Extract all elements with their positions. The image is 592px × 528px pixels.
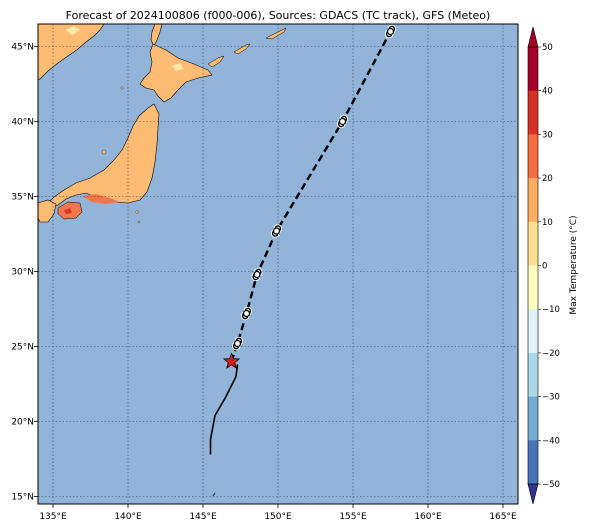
land-hot-spot [64, 208, 72, 214]
tick-label-lat: 35°N [11, 193, 34, 203]
tick-label-lon: 140°E [114, 512, 142, 522]
colorbar: 50 40 30 20 10 0 −10 −20 −30 −40 −50 Max Temperatu… [527, 26, 579, 505]
land-masses [37, 23, 287, 497]
land-hokkaido-warm [172, 63, 184, 71]
colorbar-swatch [528, 47, 538, 92]
gridlines [38, 24, 518, 504]
land-kuril-3 [265, 27, 287, 40]
map-title: Forecast of 2024100806 (f000-006), Sourc… [66, 9, 491, 22]
colorbar-tick-label: −50 [542, 480, 560, 490]
colorbar-tick-label: 20 [542, 174, 553, 184]
land-kuril-1 [207, 55, 225, 68]
colorbar-swatch [528, 265, 538, 310]
cyclone-symbol-icon [385, 24, 396, 39]
colorbar-swatches: 50 40 30 20 10 0 −10 −20 −30 −40 −50 [527, 26, 560, 505]
land-honshu [45, 103, 160, 210]
colorbar-swatch [528, 178, 538, 223]
colorbar-swatch [528, 352, 538, 398]
storm-track [209, 24, 396, 455]
colorbar-tick-label: −30 [542, 393, 560, 403]
tick-label-lat: 20°N [11, 418, 34, 428]
current-position-star-icon [222, 352, 241, 369]
tick-label-lon: 150°E [264, 512, 292, 522]
colorbar-tick-label: 30 [542, 130, 553, 140]
colorbar-swatch [528, 309, 538, 354]
track-past-line [209, 364, 239, 455]
colorbar-extend-max-icon [527, 26, 539, 48]
tick-label-lat: 40°N [11, 118, 34, 128]
tick-label-lon: 155°E [339, 512, 367, 522]
colorbar-label: Max Temperature (°C) [569, 215, 579, 314]
cyclone-symbol-icon [241, 306, 252, 321]
land-hokkaido [139, 43, 213, 103]
colorbar-swatch [528, 90, 538, 135]
land-sakhalin [150, 23, 163, 47]
tick-label-lon: 165°E [489, 512, 517, 522]
colorbar-tick-label: −40 [542, 436, 560, 446]
land-izu-2 [137, 220, 141, 224]
tick-label-lon: 145°E [189, 512, 217, 522]
cyclone-symbol-icon [271, 224, 282, 238]
map-panel: 135°E 140°E 145°E 150°E 155°E 160°E 165°E 15°N 2… [11, 23, 519, 523]
cyclone-symbol-icon [251, 267, 263, 282]
colorbar-swatch [528, 134, 538, 179]
colorbar-tick-label: 50 [542, 43, 553, 53]
colorbar-swatch [528, 440, 538, 485]
colorbar-extend-min-icon [527, 483, 539, 505]
cyclone-symbol-icon [337, 114, 348, 129]
colorbar-tick-label: −10 [542, 305, 560, 315]
tick-label-lat: 15°N [11, 493, 34, 503]
land-izu-1 [135, 210, 139, 214]
colorbar-tick-label: −20 [542, 349, 560, 359]
tick-label-lat: 25°N [11, 343, 34, 353]
land-tiny-south [212, 492, 216, 497]
colorbar-tick-label: 10 [542, 218, 553, 228]
cyclone-symbol-icon [232, 336, 243, 351]
colorbar-tick-label: 40 [542, 87, 553, 97]
land-sado [101, 149, 107, 155]
colorbar-swatch [528, 221, 538, 266]
tick-label-lat: 45°N [11, 43, 34, 53]
colorbar-tick-label: 0 [542, 262, 547, 272]
tick-label-lon: 160°E [414, 512, 442, 522]
ocean-background [38, 24, 518, 504]
land-oki [120, 86, 124, 90]
colorbar-swatch [528, 396, 538, 441]
land-mainland-asia [37, 23, 105, 81]
tick-label-lat: 30°N [11, 268, 34, 278]
land-warm-patch [66, 26, 80, 35]
tick-label-lon: 135°E [39, 512, 67, 522]
axis-ticks: 135°E 140°E 145°E 150°E 155°E 160°E 165°E 15°N 2… [11, 43, 517, 523]
